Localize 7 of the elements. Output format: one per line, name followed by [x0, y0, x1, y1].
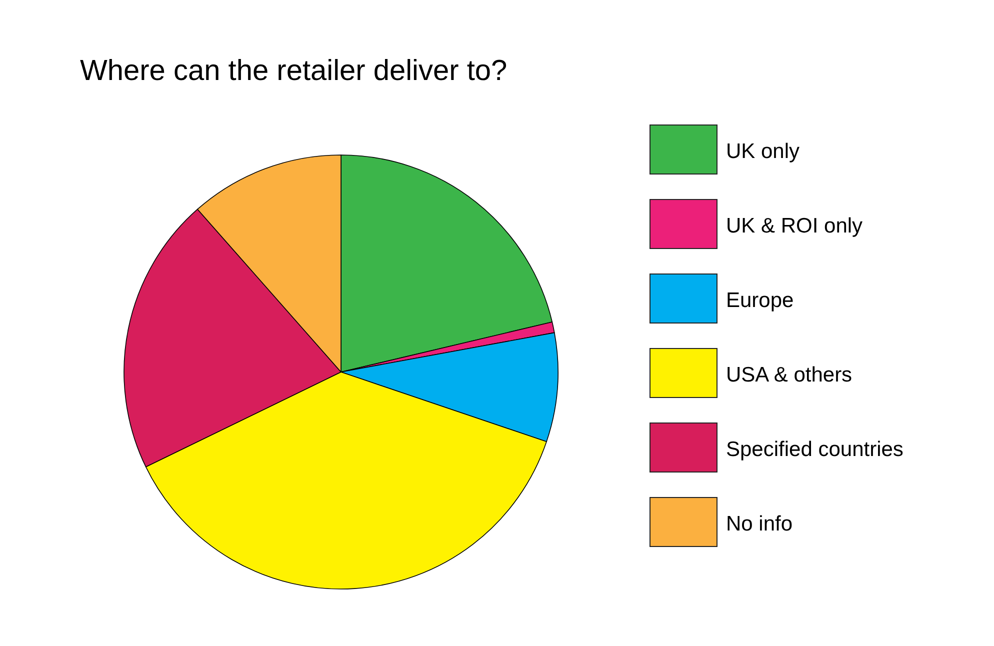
- legend-label: USA & others: [726, 364, 852, 386]
- legend-label: Europe: [726, 289, 794, 312]
- legend-label: UK only: [726, 140, 800, 163]
- legend-label: Specified countries: [726, 438, 904, 461]
- legend-label: UK & ROI only: [726, 214, 864, 238]
- legend-label: No info: [726, 512, 793, 536]
- chart-title: Where can the retailer deliver to?: [80, 55, 508, 87]
